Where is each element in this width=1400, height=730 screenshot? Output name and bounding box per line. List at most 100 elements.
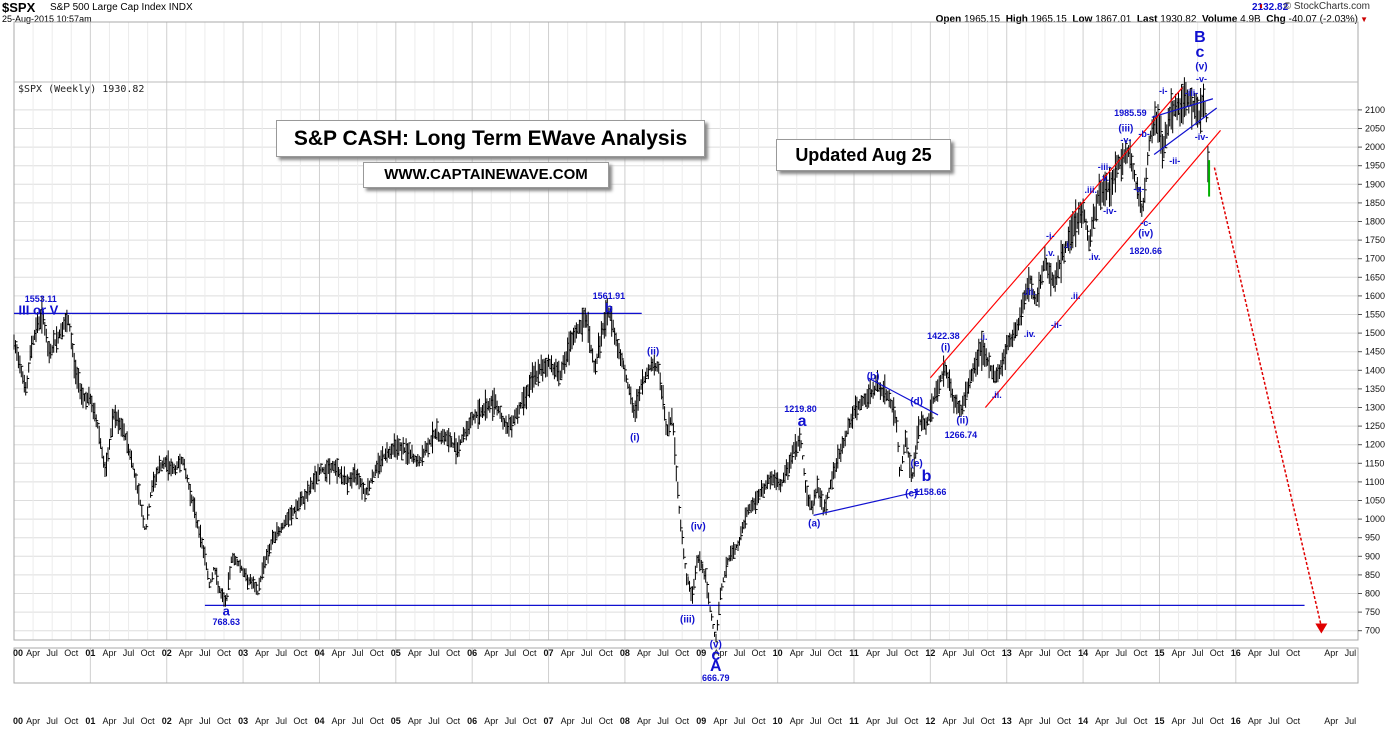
x-tick-month: Apr <box>1324 648 1338 658</box>
x-tick-month: Oct <box>752 716 767 726</box>
wave-label: (i) <box>940 342 951 354</box>
wave-label: (e) <box>910 458 923 470</box>
y-tick-label: 900 <box>1365 551 1380 561</box>
y-tick-label: 1200 <box>1365 440 1385 450</box>
projection-line <box>1213 167 1323 627</box>
chart-instrument-name: S&P 500 Large Cap Index INDX <box>50 2 193 13</box>
x-tick-month: Jul <box>657 716 669 726</box>
high-value: 1965.15 <box>1030 14 1067 25</box>
wave-label: .ii. <box>991 390 1002 401</box>
wave-label: -v- <box>1120 134 1132 145</box>
wave-label: .i. <box>1064 239 1072 250</box>
x-tick-month: Jul <box>886 648 898 658</box>
x-tick-month: Oct <box>675 648 690 658</box>
x-tick-month: Oct <box>141 648 156 658</box>
x-tick-month: Oct <box>828 716 843 726</box>
x-tick-month: Jul <box>428 648 440 658</box>
x-tick-month: Jul <box>1192 716 1204 726</box>
x-tick-month: Apr <box>1019 716 1033 726</box>
projection-arrowhead <box>1315 623 1328 634</box>
wave-label: 1985.59 <box>1114 107 1147 118</box>
x-tick-month: Oct <box>217 716 232 726</box>
open-label: Open <box>935 14 962 25</box>
x-tick-year: 08 <box>620 716 630 726</box>
x-tick-month: Apr <box>713 648 727 658</box>
grid <box>13 22 1358 683</box>
wave-label: b <box>921 468 932 486</box>
y-tick-label: 800 <box>1365 589 1380 599</box>
x-tick-month: Apr <box>866 716 880 726</box>
x-tick-year: 12 <box>925 716 935 726</box>
x-tick-month: Oct <box>904 716 919 726</box>
x-tick-year: 00 <box>13 648 23 658</box>
y-tick-label: 1850 <box>1365 198 1385 208</box>
wave-label: A <box>710 658 722 676</box>
analysis-title-box: S&P CASH: Long Term EWave Analysis <box>276 120 705 157</box>
x-tick-month: Jul <box>1116 716 1128 726</box>
x-tick-year: 01 <box>85 716 95 726</box>
x-tick-year: 06 <box>467 648 477 658</box>
wave-label: 1820.66 <box>1129 245 1162 256</box>
x-tick-month: Jul <box>1345 648 1357 658</box>
x-tick-month: Apr <box>1248 648 1262 658</box>
wave-label: -i- <box>1046 231 1055 242</box>
wave-label: 1553.11 <box>24 293 57 304</box>
x-tick-month: Jul <box>963 648 975 658</box>
wave-label: III or V <box>18 302 59 318</box>
wave-label: .iii. <box>1084 184 1097 195</box>
wave-label: (v) <box>709 639 722 651</box>
x-tick-month: Oct <box>599 716 614 726</box>
wave-label: -c- <box>1140 218 1152 229</box>
x-tick-month: Oct <box>981 648 996 658</box>
x-tick-month: Jul <box>46 648 58 658</box>
x-tick-month: Jul <box>199 716 211 726</box>
x-tick-month: Jul <box>123 648 135 658</box>
x-tick-month: Jul <box>1039 648 1051 658</box>
x-tick-month: Jul <box>581 648 593 658</box>
x-tick-month: Jul <box>810 716 822 726</box>
stockcharts-brand[interactable]: © StockCharts.com <box>1283 1 1370 12</box>
x-tick-year: 03 <box>238 648 248 658</box>
wave-label: -ii- <box>1050 319 1062 330</box>
x-tick-year: 04 <box>314 648 324 658</box>
chart-frame <box>13 21 1359 684</box>
x-tick-month: Oct <box>293 716 308 726</box>
horizontal-lines <box>14 312 1305 607</box>
x-tick-month: Jul <box>352 716 364 726</box>
x-tick-month: Jul <box>810 648 822 658</box>
x-tick-year: 02 <box>162 716 172 726</box>
x-tick-month: Apr <box>790 716 804 726</box>
chg-label: Chg <box>1266 14 1286 25</box>
y-tick-label: 1550 <box>1365 310 1385 320</box>
x-tick-month: Apr <box>332 716 346 726</box>
x-axis: 0000AprAprJulJulOctOct0101AprAprJulJulOc… <box>13 648 1356 726</box>
wave-label: 768.63 <box>212 617 241 628</box>
wave-label: .v. <box>1099 172 1110 183</box>
ohlc-summary: Open 1965.15 High 1965.15 Low 1867.01 La… <box>936 14 1358 25</box>
x-tick-month: Oct <box>1286 648 1301 658</box>
x-tick-month: Oct <box>370 648 385 658</box>
x-tick-month: Jul <box>1268 716 1280 726</box>
x-tick-month: Jul <box>352 648 364 658</box>
x-tick-year: 02 <box>162 648 172 658</box>
y-tick-label: 750 <box>1365 607 1380 617</box>
wedge-lower <box>1153 107 1218 156</box>
x-tick-month: Oct <box>1133 648 1148 658</box>
x-tick-month: Apr <box>1095 648 1109 658</box>
x-tick-month: Apr <box>102 648 116 658</box>
wave-label: 1266.74 <box>944 430 978 441</box>
website-box[interactable]: WWW.CAPTAINEWAVE.COM <box>363 162 609 188</box>
plot-frame <box>13 21 1359 641</box>
x-tick-month: Jul <box>734 648 746 658</box>
x-tick-month: Jul <box>963 716 975 726</box>
chart-legend: $SPX (Weekly) 1930.82 <box>18 84 144 95</box>
y-tick-label: 1700 <box>1365 254 1385 264</box>
wave-label: -b- <box>1138 129 1150 140</box>
x-tick-month: Apr <box>179 716 193 726</box>
x-tick-month: Apr <box>713 716 727 726</box>
x-tick-year: 03 <box>238 716 248 726</box>
y-tick-label: 1950 <box>1365 161 1385 171</box>
x-tick-year: 06 <box>467 716 477 726</box>
x-tick-month: Apr <box>866 648 880 658</box>
x-tick-month: Oct <box>904 648 919 658</box>
